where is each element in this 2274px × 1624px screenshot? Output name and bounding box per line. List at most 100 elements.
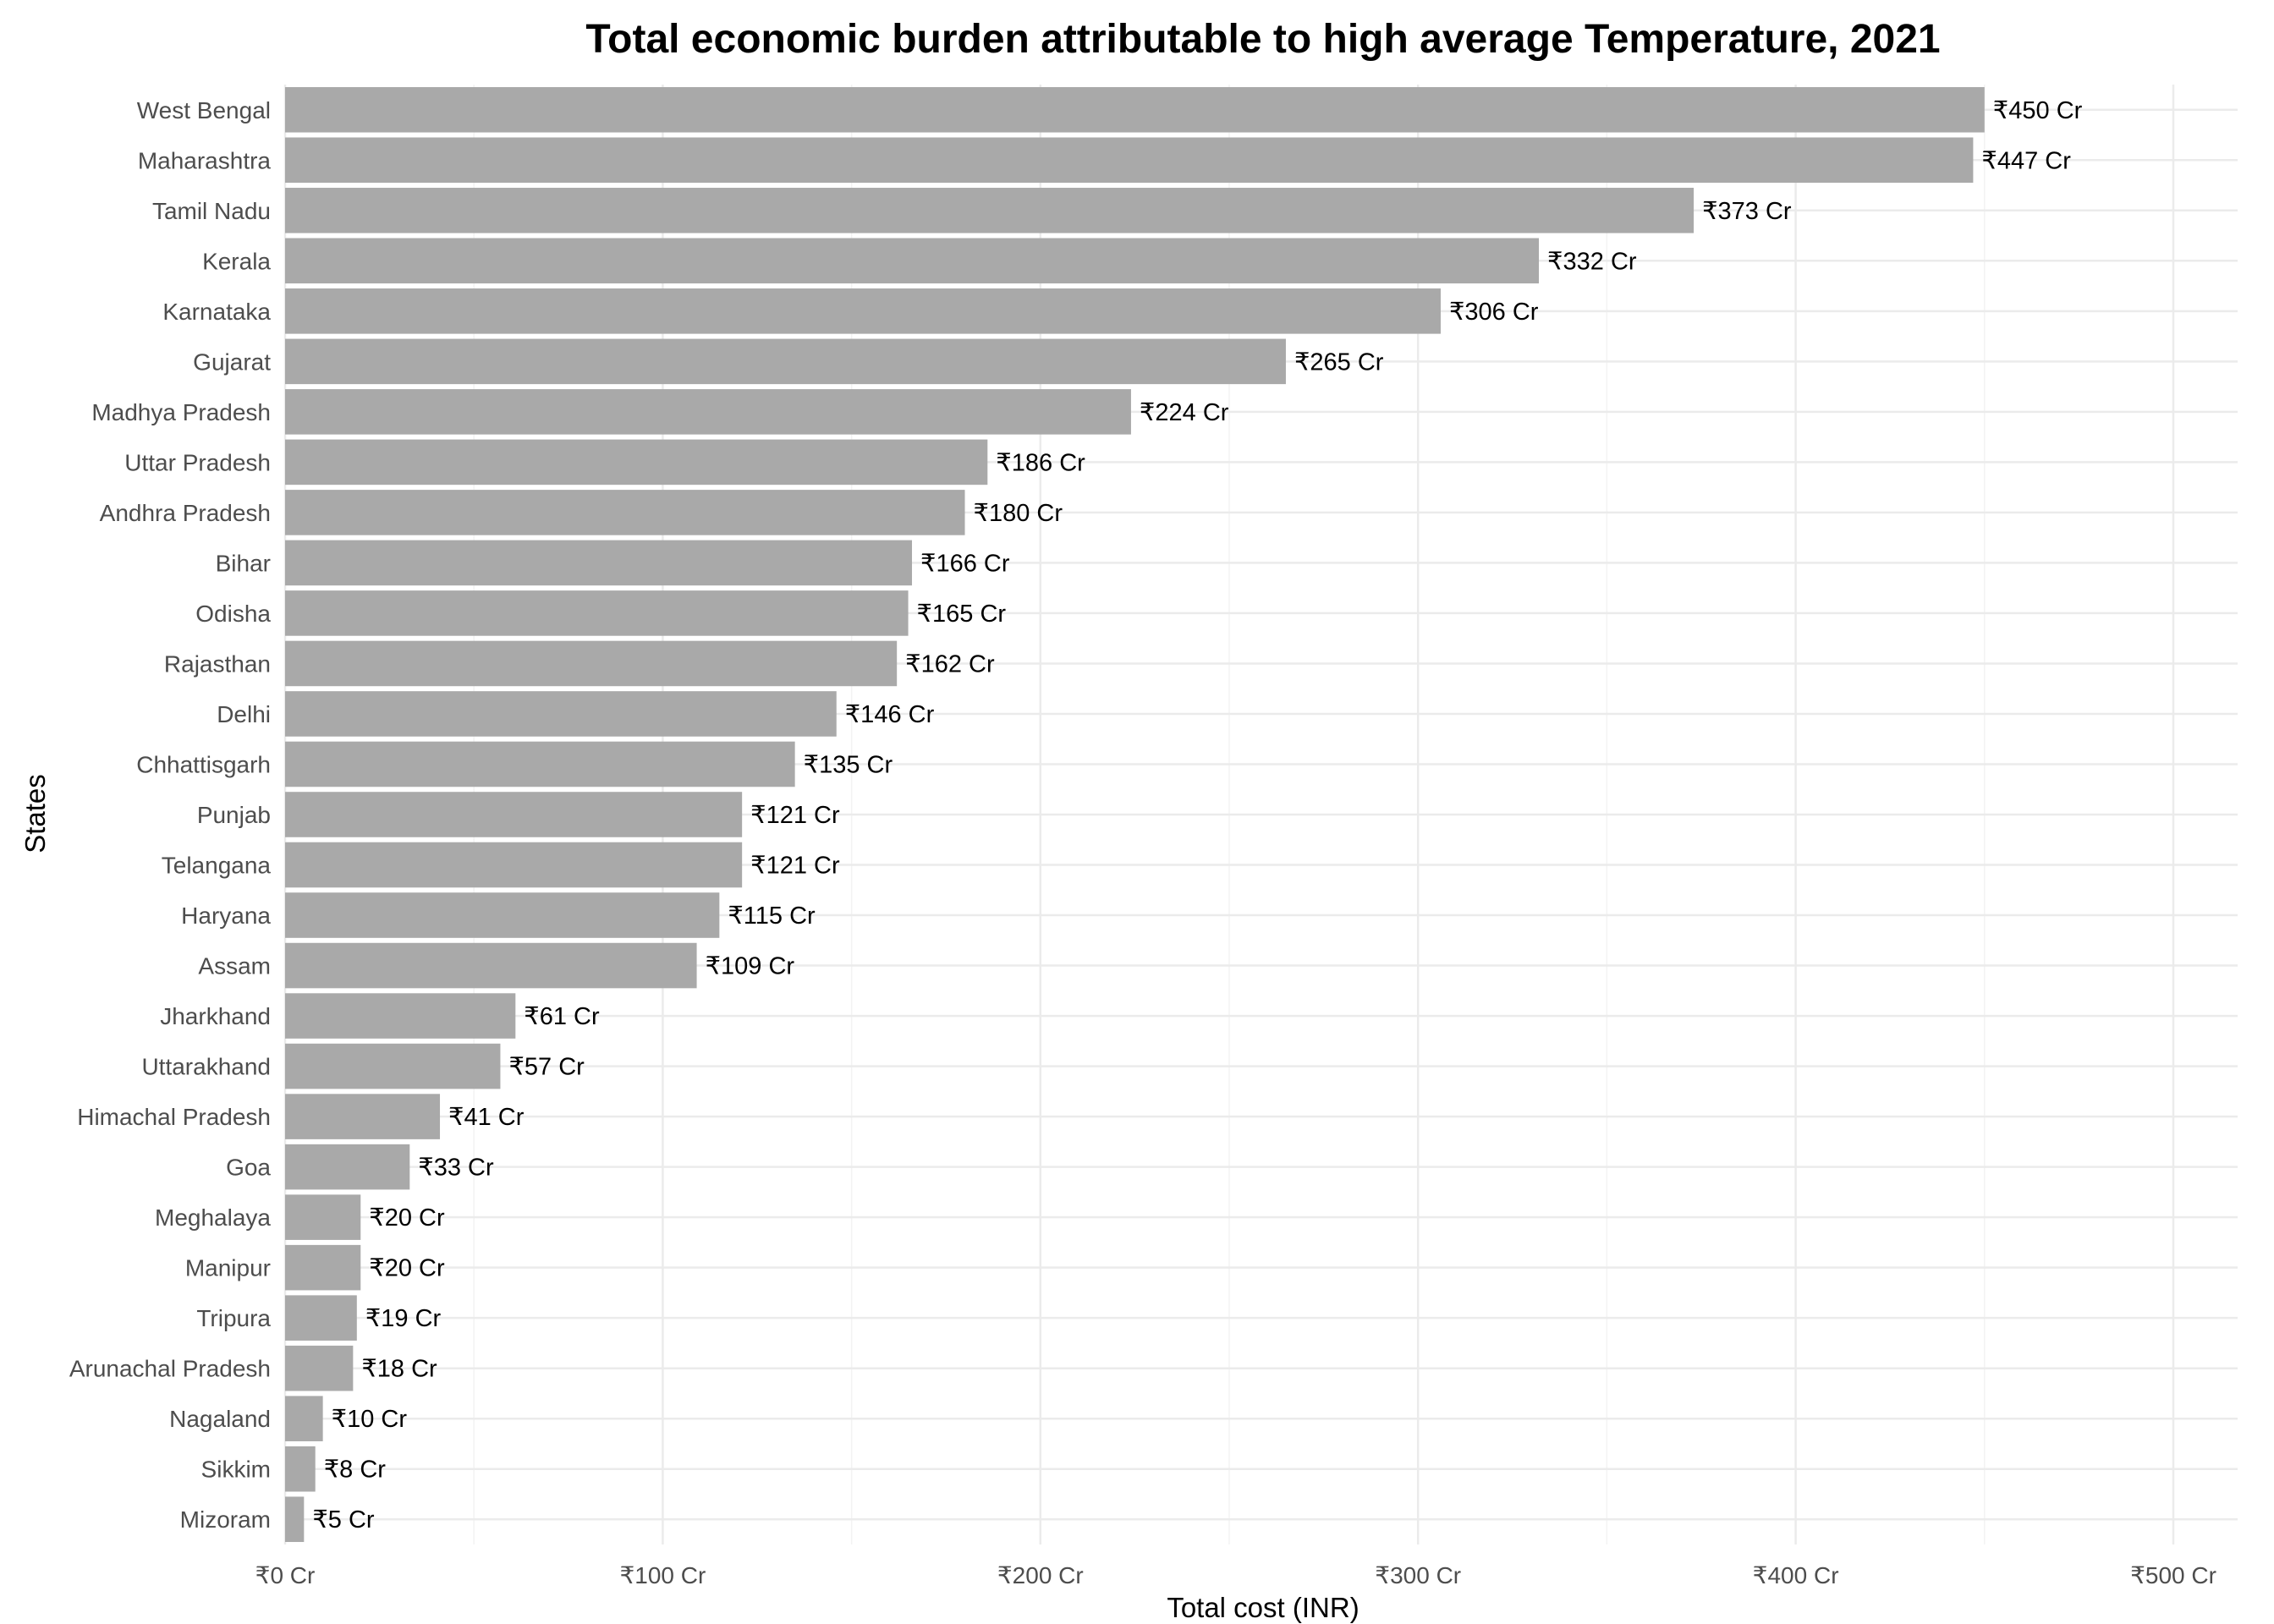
bar-value-label: ₹115 Cr: [728, 903, 816, 930]
y-tick-label: Himachal Pradesh: [77, 1104, 271, 1130]
y-tick-label: West Bengal: [137, 97, 271, 123]
bar: [285, 288, 1441, 334]
bar: [285, 1295, 357, 1341]
x-tick-label: ₹400 Cr: [1753, 1562, 1839, 1588]
bar: [285, 741, 795, 787]
y-tick-label: Telangana: [162, 853, 272, 879]
bar-value-label: ₹162 Cr: [905, 650, 995, 678]
y-tick-label: Manipur: [185, 1255, 271, 1281]
bar-value-label: ₹135 Cr: [804, 751, 893, 778]
y-tick-label: Bihar: [216, 550, 271, 576]
bar-value-label: ₹450 Cr: [1993, 97, 2083, 124]
bar-value-label: ₹166 Cr: [920, 550, 1010, 577]
bar-value-label: ₹306 Cr: [1449, 299, 1539, 326]
y-tick-label: Meghalaya: [155, 1204, 271, 1231]
bar-value-label: ₹121 Cr: [750, 853, 840, 880]
bar-value-label: ₹57 Cr: [508, 1054, 585, 1081]
y-tick-label: Odisha: [195, 601, 271, 627]
bar-label-layer: ₹450 Cr ₹447 Cr ₹373 Cr ₹332 Cr ₹306 Cr ₹265 …: [312, 97, 2082, 1533]
bar: [285, 540, 913, 586]
chart-title: Total economic burden attributable to hi…: [585, 17, 1940, 62]
bar-value-label: ₹20 Cr: [369, 1204, 445, 1232]
bar-layer: [285, 86, 1985, 1543]
bar: [285, 842, 743, 888]
y-axis-title: States: [19, 774, 51, 853]
bar: [285, 338, 1286, 385]
y-tick-label: Assam: [198, 953, 271, 979]
bar: [285, 238, 1540, 284]
y-tick-label: Sikkim: [201, 1457, 271, 1483]
bar-value-label: ₹20 Cr: [369, 1255, 445, 1282]
y-tick-label: Delhi: [217, 701, 271, 727]
bar-value-label: ₹332 Cr: [1547, 248, 1637, 275]
bar-value-label: ₹10 Cr: [332, 1406, 408, 1433]
y-tick-label: Mizoram: [180, 1506, 271, 1533]
y-tick-label: Andhra Pradesh: [100, 500, 271, 526]
y-tick-label: Chhattisgarh: [136, 751, 271, 777]
y-tick-label: Haryana: [181, 903, 271, 929]
bar: [285, 188, 1695, 233]
x-axis-title: Total cost (INR): [1167, 1592, 1359, 1623]
bar-value-label: ₹5 Cr: [312, 1506, 375, 1533]
bar: [285, 892, 720, 938]
bar: [285, 993, 516, 1039]
bar: [285, 691, 837, 737]
bar: [285, 86, 1985, 133]
y-tick-label: Arunachal Pradesh: [69, 1356, 271, 1382]
bar: [285, 1446, 316, 1492]
bar-value-label: ₹224 Cr: [1140, 399, 1229, 426]
y-tick-label: Uttarakhand: [141, 1054, 271, 1080]
bar-value-label: ₹18 Cr: [361, 1356, 437, 1383]
bar-value-label: ₹186 Cr: [996, 449, 1085, 476]
y-tick-label: Goa: [226, 1155, 271, 1181]
y-tick-label: Tripura: [196, 1305, 271, 1331]
bar-value-label: ₹447 Cr: [1981, 147, 2071, 174]
bar: [285, 1396, 323, 1441]
bar: [285, 439, 988, 486]
y-axis-ticks: West Bengal Maharashtra Tamil Nadu Kerala Ka…: [69, 97, 272, 1533]
bar: [285, 389, 1131, 435]
y-tick-label: Madhya Pradesh: [91, 399, 271, 425]
bar-value-label: ₹180 Cr: [974, 500, 1063, 527]
bar: [285, 1194, 361, 1240]
x-tick-label: ₹500 Cr: [2130, 1562, 2216, 1588]
bar: [285, 137, 1974, 184]
bar-value-label: ₹8 Cr: [324, 1457, 387, 1484]
bar-value-label: ₹109 Cr: [706, 953, 795, 980]
bar: [285, 942, 697, 989]
bar: [285, 1496, 305, 1543]
bar: [285, 1345, 354, 1391]
x-tick-label: ₹100 Cr: [619, 1562, 706, 1588]
x-tick-label: ₹0 Cr: [255, 1562, 316, 1588]
y-tick-label: Punjab: [197, 802, 271, 828]
bar: [285, 590, 909, 636]
y-tick-label: Nagaland: [169, 1406, 271, 1432]
bar: [285, 1244, 361, 1291]
bar: [285, 1144, 410, 1190]
bar-value-label: ₹41 Cr: [448, 1104, 525, 1131]
y-tick-label: Uttar Pradesh: [124, 449, 271, 475]
bar: [285, 490, 965, 535]
y-tick-label: Maharashtra: [138, 147, 272, 173]
bar-value-label: ₹146 Cr: [845, 701, 935, 728]
x-axis-ticks: ₹0 Cr ₹100 Cr ₹200 Cr ₹300 Cr ₹400 Cr ₹500 Cr: [255, 1562, 2216, 1588]
bar-value-label: ₹165 Cr: [917, 601, 1007, 628]
bar: [285, 1094, 441, 1139]
x-tick-label: ₹300 Cr: [1375, 1562, 1461, 1588]
bar-value-label: ₹121 Cr: [750, 802, 840, 829]
bar: [285, 640, 898, 687]
x-tick-label: ₹200 Cr: [997, 1562, 1084, 1588]
bar-value-label: ₹265 Cr: [1294, 348, 1384, 376]
bar-value-label: ₹373 Cr: [1702, 198, 1792, 225]
y-tick-label: Jharkhand: [160, 1003, 271, 1029]
y-tick-label: Tamil Nadu: [152, 198, 271, 224]
bar-value-label: ₹19 Cr: [365, 1305, 442, 1332]
bar: [285, 1043, 501, 1089]
bar: [285, 792, 743, 837]
y-tick-label: Kerala: [202, 248, 271, 274]
y-tick-label: Karnataka: [162, 299, 271, 325]
bar-value-label: ₹33 Cr: [418, 1155, 494, 1182]
bar-value-label: ₹61 Cr: [524, 1003, 600, 1030]
